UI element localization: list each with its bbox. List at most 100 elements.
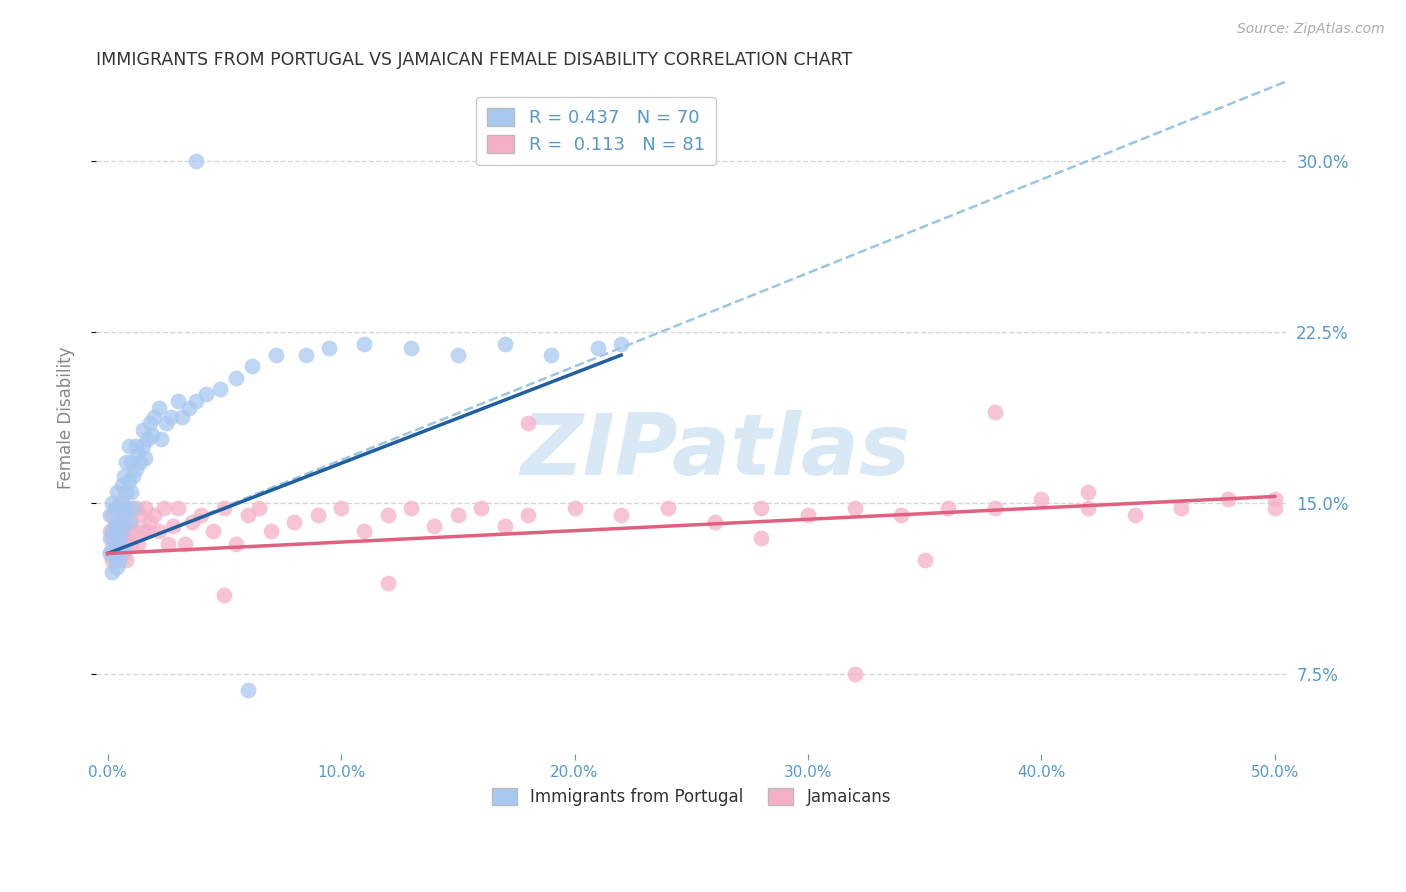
Point — [127, 537, 149, 551]
Point — [173, 537, 195, 551]
Point — [353, 524, 375, 538]
Point — [120, 484, 142, 499]
Point — [136, 524, 159, 538]
Point — [423, 519, 446, 533]
Point — [101, 531, 124, 545]
Point — [399, 341, 422, 355]
Point — [214, 588, 236, 602]
Point — [127, 446, 149, 460]
Point — [1216, 491, 1239, 506]
Point — [112, 469, 135, 483]
Point — [242, 359, 264, 374]
Point — [129, 455, 152, 469]
Point — [108, 553, 131, 567]
Point — [1077, 500, 1099, 515]
Point — [330, 500, 353, 515]
Point — [112, 508, 135, 522]
Point — [118, 500, 141, 515]
Point — [98, 547, 121, 561]
Point — [101, 524, 124, 538]
Point — [125, 462, 148, 476]
Point — [108, 537, 131, 551]
Point — [1264, 491, 1286, 506]
Point — [494, 336, 516, 351]
Point — [105, 524, 128, 538]
Point — [115, 553, 138, 567]
Point — [143, 508, 166, 522]
Point — [104, 500, 127, 515]
Point — [194, 387, 217, 401]
Point — [155, 417, 177, 431]
Point — [180, 515, 202, 529]
Point — [236, 683, 259, 698]
Point — [1123, 508, 1146, 522]
Legend: Immigrants from Portugal, Jamaicans: Immigrants from Portugal, Jamaicans — [485, 781, 897, 814]
Text: ZIPatlas: ZIPatlas — [520, 410, 910, 493]
Point — [111, 531, 134, 545]
Point — [98, 508, 121, 522]
Point — [983, 500, 1005, 515]
Point — [797, 508, 820, 522]
Point — [105, 547, 128, 561]
Point — [125, 439, 148, 453]
Point — [236, 508, 259, 522]
Point — [118, 524, 141, 538]
Text: IMMIGRANTS FROM PORTUGAL VS JAMAICAN FEMALE DISABILITY CORRELATION CHART: IMMIGRANTS FROM PORTUGAL VS JAMAICAN FEM… — [96, 51, 852, 69]
Point — [105, 560, 128, 574]
Point — [134, 450, 156, 465]
Point — [105, 484, 128, 499]
Point — [657, 500, 679, 515]
Point — [101, 541, 124, 556]
Point — [447, 348, 470, 362]
Point — [225, 537, 247, 551]
Point — [108, 515, 131, 529]
Point — [318, 341, 340, 355]
Point — [111, 500, 134, 515]
Point — [112, 515, 135, 529]
Point — [104, 541, 127, 556]
Point — [225, 371, 247, 385]
Point — [249, 500, 271, 515]
Point — [115, 484, 138, 499]
Point — [101, 565, 124, 579]
Point — [1264, 500, 1286, 515]
Point — [98, 547, 121, 561]
Point — [108, 519, 131, 533]
Point — [377, 508, 399, 522]
Point — [749, 500, 772, 515]
Point — [540, 348, 562, 362]
Point — [118, 515, 141, 529]
Point — [1077, 484, 1099, 499]
Point — [295, 348, 318, 362]
Point — [610, 336, 633, 351]
Point — [104, 519, 127, 533]
Point — [138, 417, 160, 431]
Point — [141, 428, 163, 442]
Point — [157, 537, 180, 551]
Point — [186, 154, 208, 169]
Point — [1031, 491, 1053, 506]
Point — [122, 469, 145, 483]
Point — [703, 515, 725, 529]
Point — [105, 541, 128, 556]
Point — [844, 667, 866, 681]
Point — [131, 439, 153, 453]
Point — [111, 524, 134, 538]
Point — [447, 508, 470, 522]
Point — [112, 541, 135, 556]
Point — [494, 519, 516, 533]
Point — [115, 531, 138, 545]
Point — [111, 496, 134, 510]
Point — [111, 478, 134, 492]
Point — [844, 500, 866, 515]
Point — [283, 515, 305, 529]
Point — [120, 515, 142, 529]
Y-axis label: Female Disability: Female Disability — [58, 346, 75, 489]
Point — [115, 500, 138, 515]
Point — [120, 537, 142, 551]
Point — [564, 500, 586, 515]
Point — [749, 531, 772, 545]
Point — [125, 500, 148, 515]
Point — [264, 348, 287, 362]
Point — [98, 524, 121, 538]
